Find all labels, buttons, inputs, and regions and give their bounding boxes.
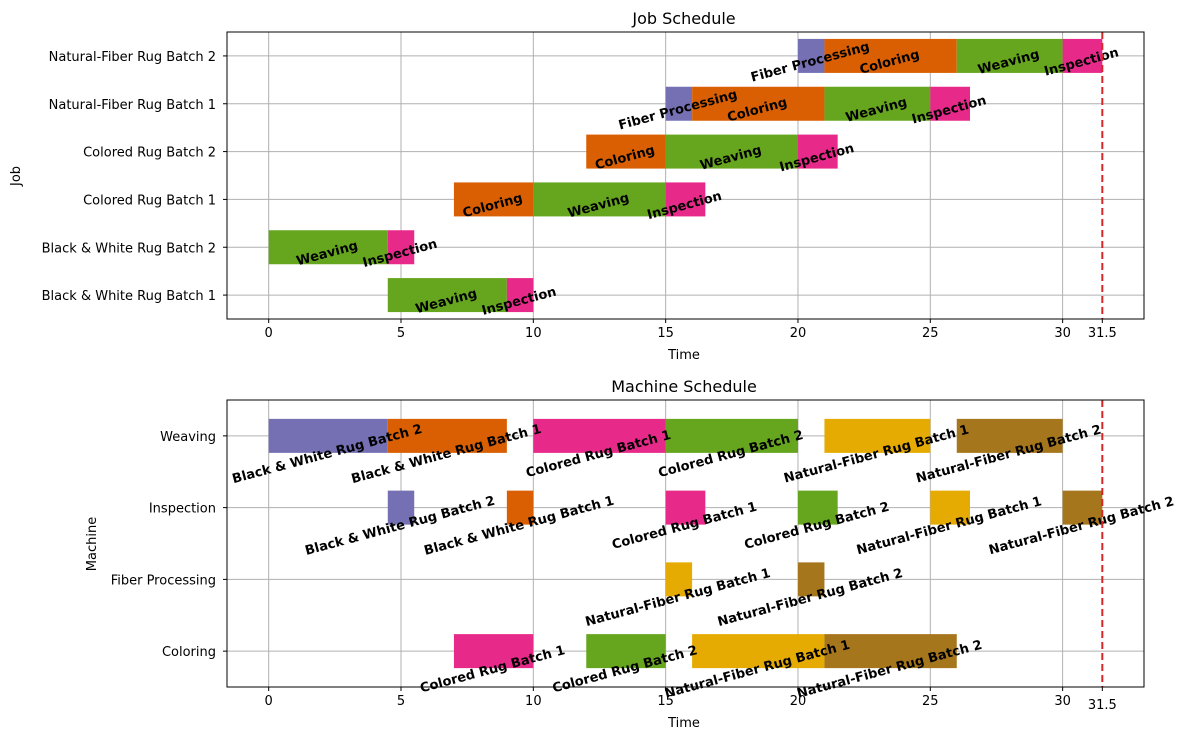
y-tick-label-coloring: Coloring (162, 645, 216, 660)
bar-coloring-colored-rug-batch-1 (453, 634, 534, 669)
bar-colored-rug-batch-1-weaving (533, 182, 666, 217)
bar-natural-fiber-rug-batch-2-inspection (1062, 38, 1103, 73)
bar-natural-fiber-rug-batch-1-coloring (692, 86, 825, 121)
y-tick-label-colored-rug-batch-1: Colored Rug Batch 1 (83, 193, 216, 208)
y-tick-label-black-white-rug-batch-2: Black & White Rug Batch 2 (42, 241, 216, 256)
y-tick-label-inspection: Inspection (149, 502, 216, 517)
bar-inspection-natural-fiber-rug-batch-1 (930, 490, 970, 525)
machine-schedule-xlabel: Time (667, 716, 700, 731)
bar-inspection-colored-rug-batch-1 (665, 490, 706, 525)
y-tick-label-fiber-processing: Fiber Processing (111, 573, 216, 588)
machine-schedule-panel: Machine Schedule Time Machine Black & Wh… (85, 377, 1176, 731)
bar-colored-rug-batch-1-coloring (453, 182, 534, 217)
x-tick-label: 20 (790, 694, 807, 709)
x-tick-label: 15 (657, 694, 674, 709)
x-tick-label: 20 (790, 326, 807, 341)
x-tick-label: 30 (1054, 326, 1071, 341)
axes-frame (226, 31, 1145, 320)
bar-colored-rug-batch-2-coloring (586, 134, 666, 169)
bar-coloring-natural-fiber-rug-batch-2 (824, 634, 957, 669)
bar-fiber-processing-natural-fiber-rug-batch-2 (797, 562, 825, 597)
bar-black-white-rug-batch-1-inspection (506, 278, 534, 313)
bar-colored-rug-batch-1-inspection (665, 182, 706, 217)
bar-weaving-black-white-rug-batch-2 (268, 418, 388, 453)
makespan-tick-label: 31.5 (1088, 698, 1117, 713)
bar-black-white-rug-batch-1-weaving (387, 278, 507, 313)
x-tick-label: 10 (525, 694, 542, 709)
job-schedule-title: Job Schedule (631, 9, 735, 28)
y-tick-label-natural-fiber-rug-batch-1: Natural-Fiber Rug Batch 1 (49, 98, 216, 113)
machine-schedule-title: Machine Schedule (611, 377, 757, 396)
axes-frame (226, 399, 1145, 688)
x-tick-label: 0 (265, 326, 273, 341)
bar-weaving-natural-fiber-rug-batch-2 (956, 418, 1063, 453)
y-tick-label-natural-fiber-rug-batch-2: Natural-Fiber Rug Batch 2 (49, 50, 216, 65)
bar-weaving-colored-rug-batch-2 (665, 418, 798, 453)
bar-coloring-colored-rug-batch-2 (586, 634, 666, 669)
x-tick-label: 5 (397, 326, 405, 341)
y-tick-label-weaving: Weaving (160, 430, 216, 445)
bar-natural-fiber-rug-batch-1-fiber-processing (665, 86, 693, 121)
bar-natural-fiber-rug-batch-1-inspection (930, 86, 970, 121)
bar-colored-rug-batch-2-weaving (665, 134, 798, 169)
bar-fiber-processing-natural-fiber-rug-batch-1 (665, 562, 693, 597)
y-tick-label-black-white-rug-batch-1: Black & White Rug Batch 1 (42, 289, 216, 304)
x-tick-label: 25 (922, 326, 939, 341)
gridlines (227, 32, 1144, 319)
bar-natural-fiber-rug-batch-2-weaving (956, 38, 1063, 73)
job-schedule-xlabel: Time (667, 348, 700, 363)
bar-weaving-natural-fiber-rug-batch-1 (824, 418, 931, 453)
x-tick-label: 0 (265, 694, 273, 709)
bars (268, 38, 1103, 313)
x-tick-label: 5 (397, 694, 405, 709)
bar-inspection-natural-fiber-rug-batch-2 (1062, 490, 1103, 525)
bar-colored-rug-batch-2-inspection (797, 134, 838, 169)
makespan-tick-label: 31.5 (1088, 326, 1117, 341)
x-tick-label: 25 (922, 694, 939, 709)
bar-inspection-colored-rug-batch-2 (797, 490, 838, 525)
job-schedule-panel: Job Schedule Time Job Fiber ProcessingCo… (9, 9, 1145, 363)
bar-inspection-black-white-rug-batch-2 (387, 490, 415, 525)
x-tick-label: 10 (525, 326, 542, 341)
bar-natural-fiber-rug-batch-2-fiber-processing (797, 38, 825, 73)
x-tick-label: 30 (1054, 694, 1071, 709)
bars (268, 418, 1103, 669)
axes: 0 5 10 15 20 25 30 Natural-Fiber Rug Batch 2 Nat… (42, 31, 1145, 341)
bar-weaving-black-white-rug-batch-1 (387, 418, 507, 453)
bar-weaving-colored-rug-batch-1 (533, 418, 666, 453)
bar-natural-fiber-rug-batch-1-weaving (824, 86, 931, 121)
x-tick-label: 15 (657, 326, 674, 341)
bar-natural-fiber-rug-batch-2-coloring (824, 38, 957, 73)
y-tick-label-colored-rug-batch-2: Colored Rug Batch 2 (83, 146, 216, 161)
bar-inspection-black-white-rug-batch-1 (506, 490, 534, 525)
machine-schedule-ylabel: Machine (85, 517, 100, 571)
bar-black-white-rug-batch-2-weaving (268, 230, 388, 265)
axes: 0 5 10 15 20 25 30 Weaving Inspection Fiber Proce… (111, 399, 1145, 713)
bar-coloring-natural-fiber-rug-batch-1 (692, 634, 825, 669)
job-schedule-ylabel: Job (9, 166, 24, 187)
bar-black-white-rug-batch-2-inspection (387, 230, 415, 265)
